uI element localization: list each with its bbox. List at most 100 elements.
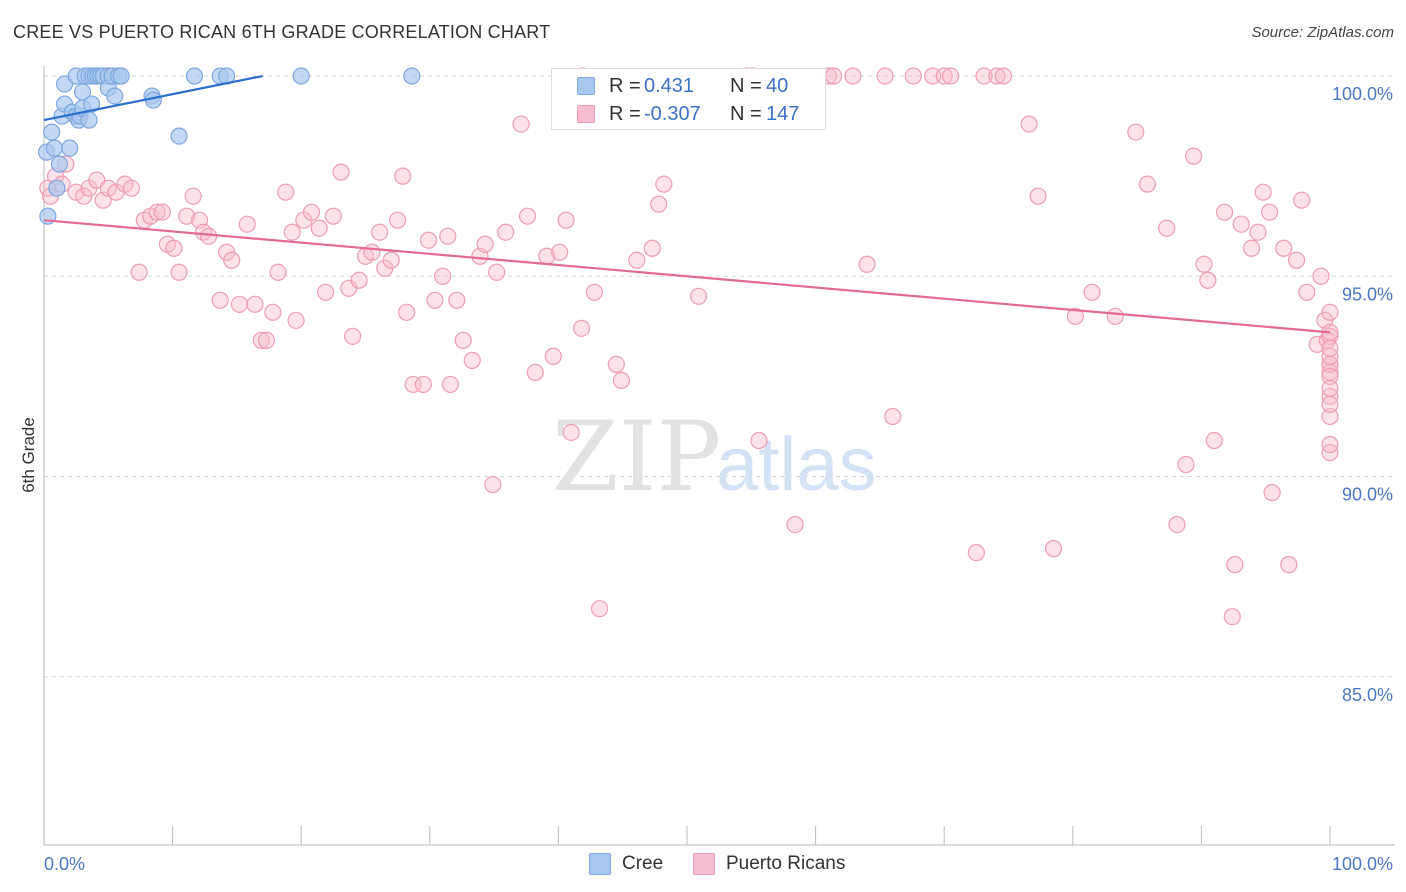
puerto-ricans-point bbox=[1215, 203, 1234, 221]
x-tick-label: 0.0% bbox=[44, 854, 85, 874]
puerto-ricans-point bbox=[643, 239, 661, 257]
chart-title: CREE VS PUERTO RICAN 6TH GRADE CORRELATI… bbox=[13, 22, 551, 42]
n-label: N = bbox=[730, 103, 762, 125]
y-tick-label: 100.0% bbox=[1332, 84, 1393, 104]
puerto-ricans-point bbox=[544, 347, 562, 365]
puerto-ricans-point bbox=[200, 227, 218, 245]
cree-point bbox=[170, 127, 188, 145]
puerto-ricans-point bbox=[607, 355, 625, 373]
puerto-ricans-point bbox=[264, 303, 282, 321]
puerto-ricans-point bbox=[562, 423, 580, 442]
puerto-ricans-point bbox=[363, 243, 381, 261]
puerto-ricans-point bbox=[484, 475, 502, 494]
puerto-ricans-point bbox=[448, 291, 466, 309]
puerto-ricans-point bbox=[130, 263, 148, 281]
puerto-ricans-point bbox=[283, 223, 301, 241]
puerto-ricans-point bbox=[1223, 608, 1241, 626]
y-tick-label: 85.0% bbox=[1342, 685, 1393, 705]
cree-point bbox=[106, 87, 124, 105]
cree-point bbox=[185, 67, 204, 85]
puerto-ricans-point bbox=[67, 183, 85, 201]
puerto-ricans-point bbox=[572, 319, 591, 337]
puerto-ricans-point bbox=[1066, 307, 1084, 325]
watermark-atlas: atlas bbox=[716, 422, 877, 507]
puerto-ricans-point bbox=[394, 167, 412, 185]
puerto-ricans-point bbox=[884, 407, 902, 426]
legend-label: Cree bbox=[622, 853, 664, 874]
puerto-ricans-point bbox=[1205, 431, 1223, 450]
puerto-ricans-point bbox=[371, 223, 389, 241]
r-label: R = bbox=[609, 103, 641, 125]
puerto-ricans-point bbox=[1263, 483, 1281, 502]
puerto-ricans-point bbox=[1029, 187, 1047, 205]
cree-point bbox=[48, 179, 66, 197]
puerto-ricans-point bbox=[551, 243, 569, 261]
puerto-ricans-point bbox=[1298, 283, 1316, 301]
r-label: R = bbox=[609, 75, 641, 97]
y-tick-label: 90.0% bbox=[1342, 485, 1393, 505]
puerto-ricans-point bbox=[904, 67, 922, 85]
puerto-ricans-point bbox=[488, 263, 506, 281]
puerto-ricans-point bbox=[419, 231, 438, 249]
cree-point bbox=[45, 139, 63, 157]
puerto-ricans-point bbox=[1293, 191, 1311, 209]
puerto-ricans-point bbox=[1138, 175, 1156, 193]
puerto-ricans-point bbox=[153, 203, 171, 221]
r-value: -0.307 bbox=[644, 103, 701, 125]
puerto-ricans-point bbox=[512, 115, 530, 133]
puerto-ricans-point bbox=[526, 363, 544, 381]
cree-point bbox=[50, 155, 69, 173]
n-label: N = bbox=[730, 75, 762, 97]
puerto-ricans-point bbox=[1083, 283, 1101, 301]
puerto-ricans-point bbox=[463, 351, 481, 369]
puerto-ricans-swatch bbox=[577, 105, 595, 123]
series-legend: Cree Puerto Ricans bbox=[0, 850, 1406, 880]
puerto-ricans-swatch bbox=[693, 853, 715, 875]
puerto-ricans-point bbox=[1020, 115, 1038, 133]
puerto-ricans-point bbox=[302, 203, 321, 221]
puerto-ricans-point bbox=[1254, 183, 1272, 201]
puerto-ricans-point bbox=[165, 239, 183, 257]
cree-point bbox=[43, 123, 61, 141]
puerto-ricans-point bbox=[650, 195, 668, 213]
puerto-ricans-point bbox=[454, 331, 472, 349]
puerto-ricans-point bbox=[122, 179, 141, 197]
puerto-ricans-point bbox=[1185, 147, 1203, 165]
puerto-ricans-point bbox=[628, 251, 646, 269]
puerto-ricans-point bbox=[858, 255, 876, 273]
puerto-ricans-point bbox=[786, 515, 804, 534]
puerto-ricans-point bbox=[426, 291, 444, 309]
puerto-ricans-point bbox=[257, 331, 276, 349]
puerto-ricans-point bbox=[1168, 515, 1186, 534]
cree-point bbox=[292, 67, 310, 85]
puerto-ricans-point bbox=[975, 67, 993, 85]
puerto-ricans-point bbox=[876, 67, 894, 85]
puerto-ricans-point bbox=[1127, 123, 1145, 141]
puerto-ricans-point bbox=[994, 67, 1012, 85]
puerto-ricans-point bbox=[344, 327, 362, 345]
axis-labels: 100.0% 95.0% 90.0% 85.0% 0.0% 100.0% 6th Grade bbox=[19, 84, 1393, 874]
x-tick-label: 100.0% bbox=[1332, 854, 1393, 874]
cree-trend-line bbox=[43, 74, 263, 122]
puerto-ricans-point bbox=[230, 295, 249, 313]
puerto-ricans-point bbox=[99, 179, 117, 197]
puerto-ricans-point bbox=[518, 207, 537, 225]
cree-point bbox=[61, 139, 79, 157]
puerto-ricans-point bbox=[287, 311, 305, 329]
puerto-ricans-point bbox=[590, 600, 609, 618]
cree-point bbox=[112, 67, 130, 85]
puerto-ricans-point bbox=[1158, 219, 1176, 237]
puerto-ricans-point bbox=[1321, 407, 1339, 426]
puerto-ricans-point bbox=[238, 215, 256, 233]
puerto-ricans-point bbox=[988, 67, 1006, 85]
puerto-ricans-point bbox=[1177, 455, 1195, 474]
puerto-ricans-point bbox=[439, 227, 457, 245]
puerto-ricans-point bbox=[1226, 556, 1244, 574]
legend-row-cree: R = 0.431 N = 40 bbox=[552, 72, 825, 100]
puerto-ricans-point bbox=[1287, 251, 1306, 269]
puerto-ricans-point bbox=[1275, 239, 1293, 257]
r-value: 0.431 bbox=[644, 75, 695, 97]
cree-point bbox=[403, 67, 421, 85]
watermark-zip: ZIP bbox=[552, 401, 721, 513]
puerto-ricans-point bbox=[655, 175, 673, 193]
